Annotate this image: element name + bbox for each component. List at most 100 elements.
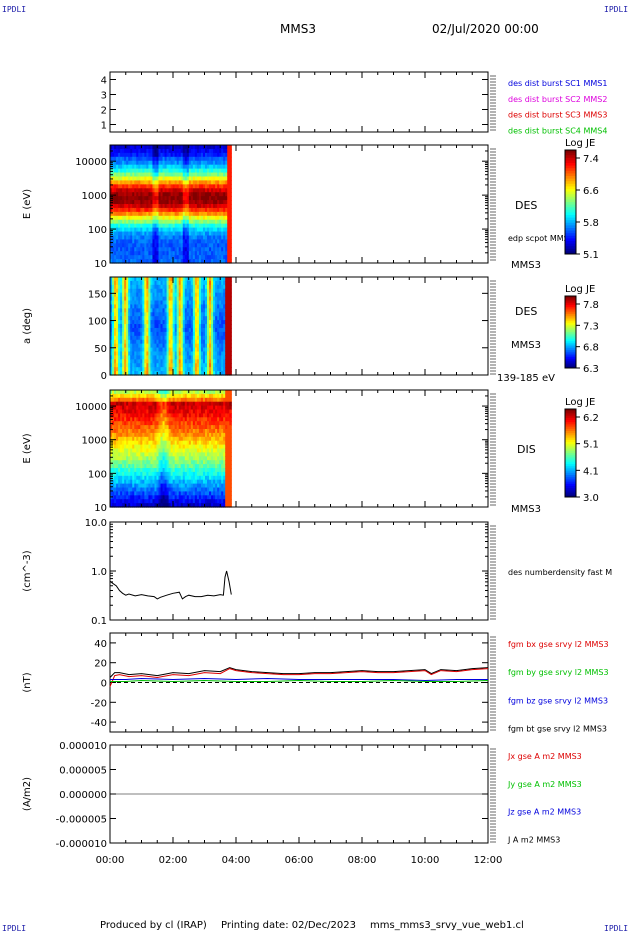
des-energy-cell [219, 227, 222, 233]
dis-energy-cell [170, 471, 174, 477]
des-energy-cell [164, 184, 168, 189]
des-energy-cell [194, 160, 198, 166]
dis-energy-cell [162, 456, 166, 461]
dis-energy-cell [172, 487, 176, 492]
dis-energy-cell [178, 487, 182, 492]
des-energy-cell [128, 231, 131, 237]
des-pitch-cell [134, 335, 137, 341]
des-energy-cell [110, 184, 113, 189]
dis-energy-cell [213, 401, 216, 407]
des-pitch-cell [126, 320, 129, 325]
dis-energy-cell [184, 495, 188, 500]
des-pitch-cell [120, 312, 123, 317]
des-pitch-cell [154, 339, 158, 345]
des-energy-cell [116, 204, 119, 209]
des-energy-cell [130, 251, 133, 256]
des-pitch-cell [172, 335, 176, 341]
des-energy-cell [122, 239, 125, 244]
des-energy-cell [118, 200, 121, 205]
dis-energy-cell [196, 448, 200, 453]
des-energy-cell [146, 211, 149, 217]
dis-energy-cell [118, 468, 121, 473]
dis-energy-cell [213, 393, 216, 399]
des-pitch-cell [200, 351, 204, 356]
des-pitch-cell [128, 355, 131, 360]
des-pitch-cell [166, 359, 170, 364]
dis-energy-cell [162, 425, 166, 430]
des-pitch-cell [229, 327, 232, 333]
des-pitch-cell [223, 316, 226, 321]
des-pitch-cell [229, 277, 232, 282]
des-energy-cell [142, 172, 145, 178]
dis-energy-cell [221, 452, 224, 457]
des-pitch-cell [198, 296, 202, 302]
dis-energy-cell [140, 413, 143, 418]
des-pitch-cell [176, 351, 180, 356]
des-energy-cell [152, 164, 156, 170]
des-energy-cell [134, 231, 137, 237]
dis-energy-cell [176, 390, 180, 395]
dis-energy-cell [138, 409, 141, 414]
des-pitch-cell [205, 292, 208, 298]
dis-energy-cell [170, 440, 174, 446]
des-pitch-cell [162, 277, 166, 282]
des-energy-cell [132, 235, 135, 240]
des-energy-cell [205, 160, 208, 166]
dis-energy-cell [152, 464, 156, 469]
dis-energy-cell [152, 393, 156, 399]
des-pitch-cell [209, 339, 212, 345]
dis-energy-cell [207, 471, 210, 477]
dis-energy-cell [162, 491, 166, 496]
des-energy-cell [142, 223, 145, 229]
dis-energy-cell [211, 440, 214, 446]
dis-energy-cell [192, 413, 196, 418]
des-energy-cell [166, 148, 170, 154]
des-pitch-cell [140, 327, 143, 333]
des-pitch-cell [166, 284, 170, 290]
dis-energy-cell [118, 405, 121, 411]
des-pitch-cell [134, 308, 137, 313]
des-pitch-cell [223, 300, 226, 306]
des-energy-cell [112, 152, 115, 158]
des-pitch-cell [160, 277, 164, 282]
dis-energy-cell [152, 440, 156, 446]
des-pitch-cell [200, 347, 204, 353]
des-energy-cell [136, 168, 139, 174]
des-energy-cell [227, 243, 230, 248]
dis-energy-cell [176, 413, 180, 418]
des-energy-cell [166, 160, 170, 166]
dis-energy-cell [205, 456, 208, 461]
des-pitch-cell [215, 312, 218, 317]
des-pitch-cell [118, 288, 121, 294]
des-pitch-cell [211, 327, 214, 333]
des-energy-cell [209, 255, 212, 260]
dis-energy-cell [120, 425, 123, 430]
des-energy-cell [186, 204, 190, 209]
des-energy-cell [209, 196, 212, 201]
des-energy-cell [190, 239, 194, 244]
des-energy-cell [138, 200, 141, 205]
dis-energy-cell [190, 503, 194, 508]
dis-energy-cell [134, 468, 137, 473]
des-pitch-cell [205, 339, 208, 345]
des-energy-cell [178, 180, 182, 185]
des-pitch-cell [150, 316, 154, 321]
des-energy-cell [205, 235, 208, 240]
dis-energy-cell [215, 479, 218, 485]
des-energy-cell [190, 200, 194, 205]
dis-energy-cell [178, 393, 182, 399]
des-energy-cell [162, 184, 166, 189]
des-pitch-cell [227, 304, 230, 309]
dis-energy-cell [186, 452, 190, 457]
des-energy-cell [140, 255, 143, 260]
dis-energy-cell [196, 409, 200, 414]
des-energy-cell [120, 219, 123, 225]
des-energy-cell [223, 184, 226, 189]
dis-energy-cell [136, 401, 139, 407]
dis-energy-cell [221, 464, 224, 469]
des-pitch-cell [180, 296, 184, 302]
dis-energy-cell [184, 460, 188, 465]
dis-energy-cell [116, 495, 119, 500]
des-energy-cell [152, 207, 156, 213]
des-energy-cell [227, 176, 230, 181]
